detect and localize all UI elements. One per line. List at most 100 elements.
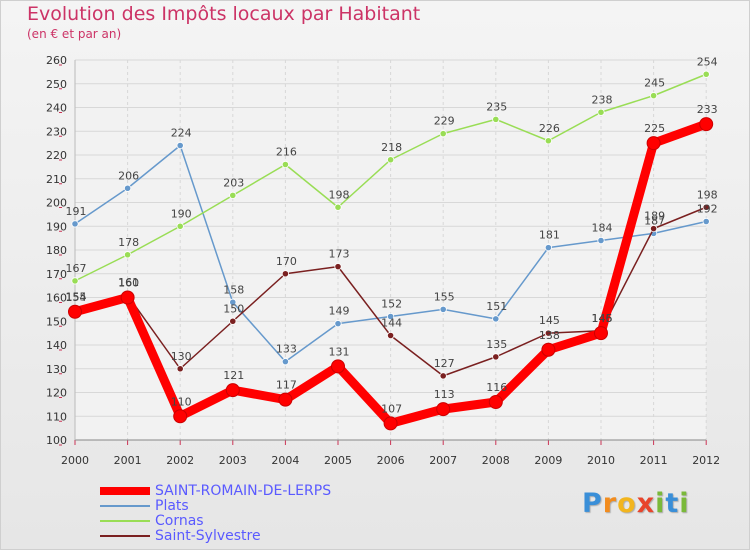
data-point [544,329,553,337]
data-point [439,130,447,138]
data-label: 189 [644,210,665,223]
logo-letter: o [617,488,637,519]
x-tick-label: 2005 [324,454,352,467]
data-label: 238 [592,93,613,106]
data-point [281,270,289,278]
data-point [699,117,714,132]
chart-subtitle: (en € et par an) [27,27,122,41]
data-label: 235 [486,100,507,113]
legend-item-plats[interactable]: Plats [100,499,360,514]
data-point [124,184,132,192]
y-tick-label: 110 [46,410,67,423]
data-label: 150 [223,302,244,315]
data-point [386,312,395,321]
data-label: 138 [539,329,560,342]
data-label: 158 [223,283,244,296]
data-label: 190 [171,207,192,220]
data-label: 229 [434,115,455,128]
data-label: 146 [592,312,613,325]
y-tick-label: 190 [46,220,67,233]
data-point [68,304,82,319]
y-tick-label: 120 [46,387,67,400]
data-point [124,251,132,259]
y-tick-label: 170 [46,268,67,281]
data-label: 170 [276,255,297,268]
grid [74,59,707,441]
data-point [331,359,345,374]
y-tick-label: 250 [46,78,67,91]
data-label: 110 [171,395,192,408]
data-label: 173 [329,248,350,261]
data-label: 206 [118,169,139,182]
data-label: 225 [644,122,665,135]
data-point [386,331,395,340]
legend-item-cornas[interactable]: Cornas [100,514,360,529]
data-point [439,305,447,313]
data-point [71,277,79,285]
data-label: 133 [276,343,297,356]
data-label: 181 [539,229,560,242]
x-tick-label: 2009 [534,454,562,467]
data-labels: 154 160 110 121 117 131 107 113 116 138 145 225 233 1… [66,55,718,415]
y-tick-label: 220 [46,149,67,162]
data-label: 151 [486,300,507,313]
data-point [702,217,710,226]
legend-item-saint-sylvestre[interactable]: Saint-Sylvestre [100,529,360,544]
data-label: 233 [697,103,718,116]
data-point [176,365,184,373]
y-tick-label: 130 [46,363,67,376]
x-tick-label: 2004 [271,454,299,467]
data-point [383,416,398,431]
data-label: 226 [539,122,560,135]
legend-label: SAINT-ROMAIN-DE-LERPS [155,483,332,499]
logo-letter: P [582,488,603,519]
legend-item-saint-romain-de-lerps[interactable]: SAINT-ROMAIN-DE-LERPS [100,484,360,499]
data-label: 218 [381,141,402,154]
proxiti-logo: Proxiti [582,488,690,519]
data-point [176,222,184,230]
data-point [544,244,553,252]
y-tick-label: 200 [46,197,67,210]
data-label: 191 [66,205,87,218]
data-point [492,115,500,123]
data-label: 144 [381,317,402,330]
data-label: 130 [171,350,192,363]
y-tick-label: 230 [46,125,67,138]
x-tick-label: 2012 [692,454,720,467]
data-label: 149 [329,305,350,318]
data-label: 121 [223,369,244,382]
y-tick-label: 100 [46,434,67,447]
data-point [281,160,289,169]
data-point [225,383,240,398]
data-label: 155 [66,290,87,303]
data-point [597,108,605,116]
data-label: 184 [592,222,613,235]
data-label: 152 [381,298,402,311]
x-tick-label: 2003 [219,454,247,467]
logo-letter: i [679,488,690,519]
x-tick-label: 2007 [429,454,457,467]
data-point [278,392,293,407]
data-label: 192 [697,203,718,216]
data-label: 198 [697,188,718,201]
logo-letter: r [602,488,618,519]
legend-swatch [100,535,150,537]
data-point [173,409,188,424]
data-point [334,203,342,211]
data-label: 216 [276,146,297,159]
data-label: 113 [434,388,455,401]
data-point [649,225,658,233]
data-point [544,137,553,145]
data-point [439,372,447,380]
data-label: 198 [329,188,350,201]
data-point [229,298,237,306]
data-label: 117 [276,379,297,392]
y-tick-label: 210 [46,173,67,186]
data-label: 131 [329,345,350,358]
data-label: 107 [381,402,402,415]
data-point [334,263,342,271]
data-point [229,191,237,199]
data-label: 145 [539,314,560,327]
y-tick-label: 180 [46,244,67,257]
